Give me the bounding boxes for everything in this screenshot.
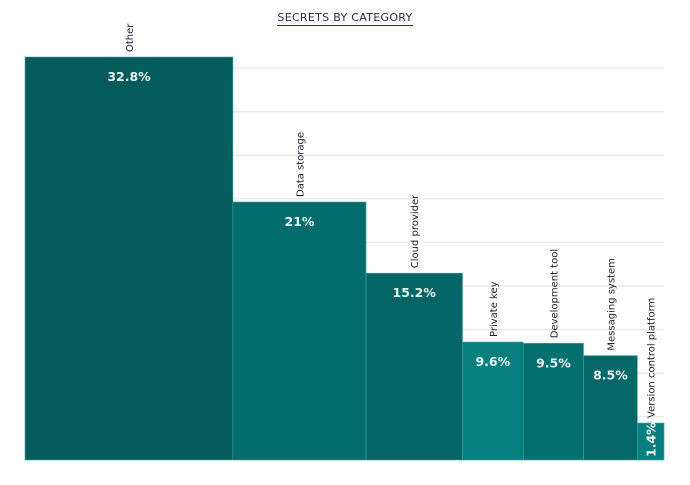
bar-private-key [462, 341, 524, 461]
bar-version-control-platform [637, 422, 665, 461]
category-label: Cloud provider [410, 194, 421, 268]
value-label: 1.4% [644, 422, 659, 457]
bar-other [24, 56, 234, 461]
category-label: Messaging system [606, 258, 617, 350]
value-label: 8.5% [593, 368, 628, 383]
bars [24, 56, 665, 461]
category-label: Data storage [296, 132, 307, 197]
bar-messaging-system [583, 355, 638, 461]
bar-development-tool [522, 342, 584, 461]
chart-title: SECRETS BY CATEGORY [0, 11, 690, 26]
category-label: Other [125, 23, 136, 52]
chart-title-text: SECRETS BY CATEGORY [277, 11, 413, 26]
bar-cloud-provider [365, 272, 463, 461]
value-label: 32.8% [107, 69, 151, 84]
category-label: Private key [489, 281, 500, 337]
category-label: Development tool [549, 249, 560, 338]
value-label: 9.6% [475, 354, 510, 369]
value-label: 15.2% [393, 285, 437, 300]
labels: Other 32.8% Data storage 21% Cloud provider 1… [107, 23, 658, 457]
category-label: Version control platform [647, 298, 658, 418]
bar-data-storage [232, 201, 367, 461]
value-label: 21% [285, 214, 315, 229]
value-label: 9.5% [536, 355, 571, 370]
